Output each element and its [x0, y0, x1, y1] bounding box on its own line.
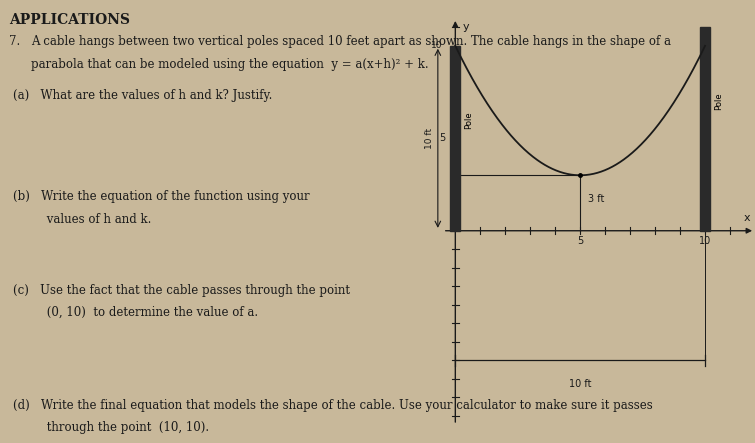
- Bar: [450, 46, 461, 231]
- Text: 10: 10: [699, 236, 711, 246]
- Text: 10 ft: 10 ft: [425, 128, 434, 149]
- Text: 3 ft: 3 ft: [587, 194, 604, 204]
- Text: x: x: [744, 214, 750, 223]
- Text: 7.: 7.: [9, 35, 20, 48]
- Text: (0, 10)  to determine the value of a.: (0, 10) to determine the value of a.: [13, 306, 258, 319]
- Text: 10 ft: 10 ft: [569, 379, 591, 389]
- Text: 5: 5: [439, 133, 445, 143]
- Text: 5: 5: [577, 236, 584, 246]
- Text: (a)   What are the values of h and k? Justify.: (a) What are the values of h and k? Just…: [13, 89, 273, 101]
- Text: Pole: Pole: [464, 111, 473, 128]
- Text: through the point  (10, 10).: through the point (10, 10).: [13, 421, 209, 434]
- Text: values of h and k.: values of h and k.: [13, 213, 152, 225]
- Text: Pole: Pole: [714, 93, 723, 110]
- Text: (d)   Write the final equation that models the shape of the cable. Use your calc: (d) Write the final equation that models…: [13, 399, 653, 412]
- Text: 10: 10: [431, 41, 443, 51]
- Text: parabola that can be modeled using the equation  y = a(x+h)² + k.: parabola that can be modeled using the e…: [31, 58, 428, 70]
- Bar: [700, 27, 710, 231]
- Text: (b)   Write the equation of the function using your: (b) Write the equation of the function u…: [13, 190, 310, 203]
- Text: (c)   Use the fact that the cable passes through the point: (c) Use the fact that the cable passes t…: [13, 284, 350, 296]
- Text: APPLICATIONS: APPLICATIONS: [9, 13, 130, 27]
- Text: y: y: [463, 22, 470, 32]
- Text: A cable hangs between two vertical poles spaced 10 feet apart as shown. The cabl: A cable hangs between two vertical poles…: [31, 35, 670, 48]
